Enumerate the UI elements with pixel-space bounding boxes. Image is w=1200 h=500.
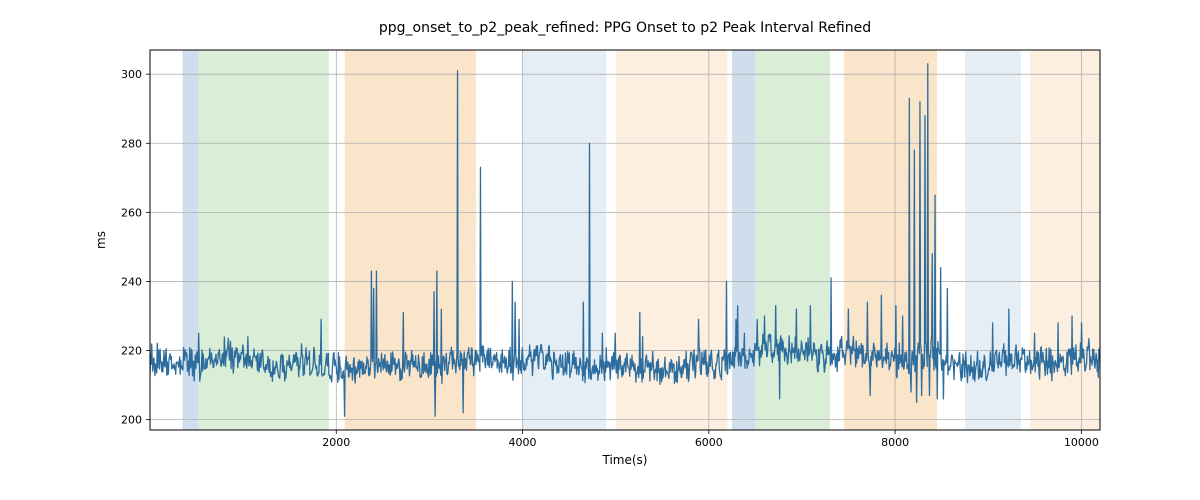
- chart-container: ppg_onset_to_p2_peak_refined: PPG Onset …: [0, 0, 1200, 500]
- y-tick-label: 280: [121, 137, 142, 150]
- x-tick-label: 8000: [881, 436, 909, 449]
- x-tick-label: 10000: [1064, 436, 1099, 449]
- shading-band: [844, 50, 937, 430]
- x-tick-label: 4000: [509, 436, 537, 449]
- x-axis-label: Time(s): [602, 453, 648, 467]
- chart-svg: ppg_onset_to_p2_peak_refined: PPG Onset …: [0, 0, 1200, 500]
- y-tick-label: 200: [121, 414, 142, 427]
- shading-band: [732, 50, 755, 430]
- y-tick-label: 300: [121, 68, 142, 81]
- shading-band: [183, 50, 199, 430]
- y-tick-label: 240: [121, 275, 142, 288]
- y-tick-label: 260: [121, 206, 142, 219]
- shading-band: [755, 50, 830, 430]
- y-axis-label: ms: [94, 231, 108, 249]
- x-tick-label: 2000: [322, 436, 350, 449]
- x-tick-label: 6000: [695, 436, 723, 449]
- shading-band: [616, 50, 728, 430]
- chart-title: ppg_onset_to_p2_peak_refined: PPG Onset …: [379, 20, 871, 36]
- y-tick-label: 220: [121, 345, 142, 358]
